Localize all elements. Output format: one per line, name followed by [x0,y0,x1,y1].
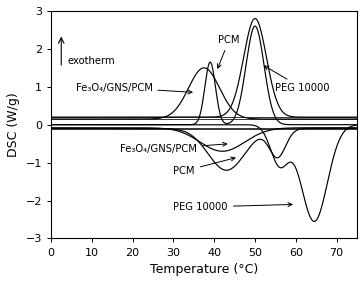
X-axis label: Temperature (°C): Temperature (°C) [150,263,258,276]
Y-axis label: DSC (W/g): DSC (W/g) [7,92,20,157]
Text: exotherm: exotherm [67,56,115,66]
Text: Fe₃O₄/GNS/PCM: Fe₃O₄/GNS/PCM [75,83,192,94]
Text: PEG 10000: PEG 10000 [265,66,330,93]
Text: PCM: PCM [173,157,235,176]
Text: PCM: PCM [217,35,240,68]
Text: Fe₃O₄/GNS/PCM: Fe₃O₄/GNS/PCM [120,142,227,154]
Text: PEG 10000: PEG 10000 [173,202,292,212]
